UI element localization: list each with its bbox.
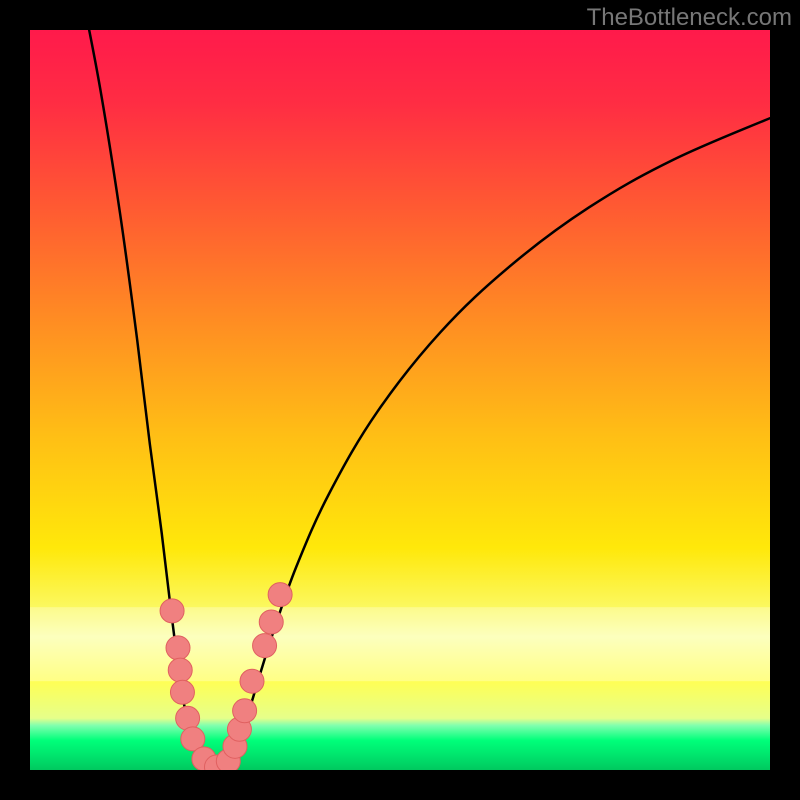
chart-root: TheBottleneck.com	[0, 0, 800, 800]
marker-point	[176, 706, 200, 730]
marker-point	[259, 610, 283, 634]
marker-point	[166, 636, 190, 660]
watermark-text: TheBottleneck.com	[587, 4, 792, 32]
marker-point	[168, 658, 192, 682]
marker-point	[233, 699, 257, 723]
marker-point	[160, 599, 184, 623]
chart-svg	[30, 30, 770, 770]
marker-point	[253, 634, 277, 658]
pale-band	[30, 607, 770, 681]
marker-point	[268, 583, 292, 607]
plot-area	[30, 30, 770, 770]
marker-point	[170, 680, 194, 704]
marker-point	[240, 669, 264, 693]
